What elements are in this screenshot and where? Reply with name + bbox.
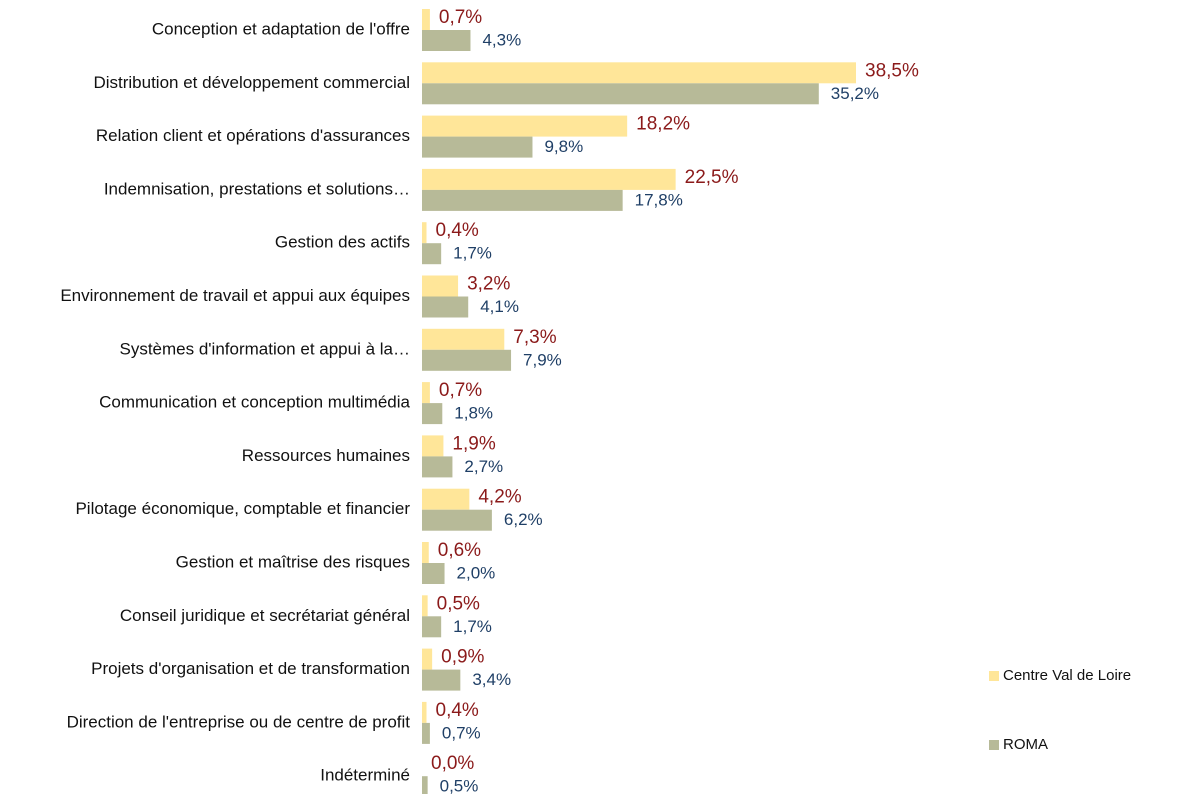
bar [422, 382, 430, 404]
value-label: 3,4% [472, 670, 511, 689]
bar [422, 136, 533, 158]
category-label: Indemnisation, prestations et solutions… [104, 179, 410, 198]
value-label: 0,7% [442, 723, 481, 742]
bar [422, 275, 459, 297]
legend-label: ROMA [1003, 736, 1048, 753]
bar [422, 168, 676, 190]
bar [422, 30, 471, 51]
bar [422, 542, 429, 563]
value-label: 0,5% [440, 777, 479, 794]
bar [422, 616, 442, 638]
category-label: Indéterminé [320, 766, 410, 785]
bar [422, 435, 444, 457]
category-label: Ressources humaines [242, 446, 410, 465]
value-label: 1,7% [453, 617, 492, 636]
category-label: Communication et conception multimédia [99, 393, 410, 412]
value-label: 2,7% [464, 457, 503, 476]
category-label: Relation client et opérations d'assuranc… [96, 126, 410, 145]
value-label: 9,8% [544, 137, 583, 156]
value-label: 0,0% [431, 753, 474, 774]
bar [422, 669, 461, 691]
bar [422, 296, 469, 318]
category-label: Direction de l'entreprise ou de centre d… [67, 712, 411, 731]
value-label: 4,3% [482, 30, 521, 49]
bar [422, 722, 430, 744]
category-label: Environnement de travail et appui aux éq… [60, 286, 410, 305]
bar [422, 62, 856, 84]
category-label: Conception et adaptation de l'offre [152, 19, 410, 38]
bar [422, 595, 428, 617]
value-label: 0,7% [439, 380, 482, 401]
value-label: 3,2% [467, 274, 510, 295]
category-label: Gestion et maîtrise des risques [176, 552, 410, 571]
bar [422, 83, 819, 105]
value-label: 22,5% [685, 167, 739, 188]
value-label: 35,2% [831, 84, 879, 103]
legend-label: Centre Val de Loire [1003, 667, 1131, 684]
value-label: 18,2% [636, 114, 690, 135]
value-label: 0,9% [441, 647, 484, 668]
value-label: 4,2% [478, 487, 521, 508]
bar [422, 648, 433, 670]
bar [422, 9, 430, 30]
bar [422, 115, 628, 137]
bar [422, 456, 453, 478]
bar [422, 349, 512, 371]
bar [422, 189, 623, 211]
value-label: 7,3% [513, 327, 556, 348]
legend-swatch [989, 740, 999, 750]
category-label: Projets d'organisation et de transformat… [91, 659, 410, 678]
category-label: Pilotage économique, comptable et financ… [75, 499, 410, 518]
value-label: 4,1% [480, 297, 519, 316]
value-label: 38,5% [865, 60, 919, 81]
value-label: 7,9% [523, 350, 562, 369]
bar [422, 701, 427, 723]
value-label: 0,4% [436, 700, 479, 721]
value-label: 17,8% [635, 190, 683, 209]
category-label: Distribution et développement commercial [93, 73, 410, 92]
value-label: 1,8% [454, 404, 493, 423]
bar [422, 563, 445, 584]
category-label: Gestion des actifs [275, 233, 410, 252]
bar [422, 776, 428, 794]
category-label: Systèmes d'information et appui à la… [119, 339, 410, 358]
bar [422, 222, 427, 244]
category-label: Conseil juridique et secrétariat général [120, 606, 410, 625]
bar [422, 243, 442, 265]
value-label: 2,0% [457, 563, 496, 582]
value-label: 6,2% [504, 510, 543, 529]
value-label: 0,5% [437, 593, 480, 614]
bar [422, 328, 505, 350]
value-label: 0,4% [436, 220, 479, 241]
bar [422, 509, 492, 531]
bar [422, 403, 443, 425]
value-label: 0,7% [439, 7, 482, 28]
bar [422, 488, 470, 510]
value-label: 0,6% [438, 540, 481, 561]
legend-swatch [989, 671, 999, 681]
value-label: 1,9% [452, 433, 495, 454]
value-label: 1,7% [453, 244, 492, 263]
